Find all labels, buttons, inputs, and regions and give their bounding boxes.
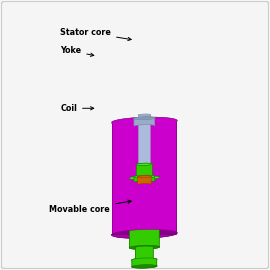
Polygon shape (135, 247, 153, 264)
Polygon shape (131, 260, 157, 268)
Polygon shape (138, 115, 150, 181)
Polygon shape (134, 117, 155, 126)
Polygon shape (136, 246, 153, 263)
Polygon shape (129, 176, 160, 180)
Polygon shape (134, 120, 155, 123)
Polygon shape (140, 121, 148, 122)
Polygon shape (112, 230, 177, 238)
Polygon shape (136, 164, 152, 179)
Polygon shape (131, 265, 157, 268)
Polygon shape (137, 177, 151, 185)
Polygon shape (136, 163, 153, 178)
Polygon shape (135, 262, 153, 264)
Polygon shape (134, 175, 155, 182)
Polygon shape (112, 122, 130, 234)
Polygon shape (132, 258, 157, 266)
Polygon shape (114, 135, 128, 230)
Polygon shape (131, 258, 157, 261)
Text: Coil: Coil (60, 104, 94, 113)
Polygon shape (136, 163, 153, 166)
Polygon shape (112, 117, 177, 234)
Polygon shape (138, 114, 150, 180)
Polygon shape (137, 176, 151, 184)
Polygon shape (130, 120, 159, 234)
Polygon shape (130, 122, 159, 236)
Polygon shape (138, 114, 150, 116)
Polygon shape (130, 176, 160, 247)
Polygon shape (137, 176, 151, 178)
Polygon shape (134, 175, 155, 178)
Text: Stator core: Stator core (60, 28, 131, 40)
Polygon shape (129, 178, 159, 249)
Polygon shape (134, 118, 155, 128)
Polygon shape (112, 122, 176, 238)
Text: Yoke: Yoke (60, 46, 94, 56)
Polygon shape (160, 135, 175, 230)
Polygon shape (129, 245, 160, 249)
Polygon shape (134, 117, 155, 120)
Polygon shape (134, 177, 155, 184)
Text: Movable core: Movable core (49, 200, 131, 214)
Polygon shape (112, 117, 177, 126)
Polygon shape (130, 232, 159, 236)
Polygon shape (159, 122, 176, 234)
